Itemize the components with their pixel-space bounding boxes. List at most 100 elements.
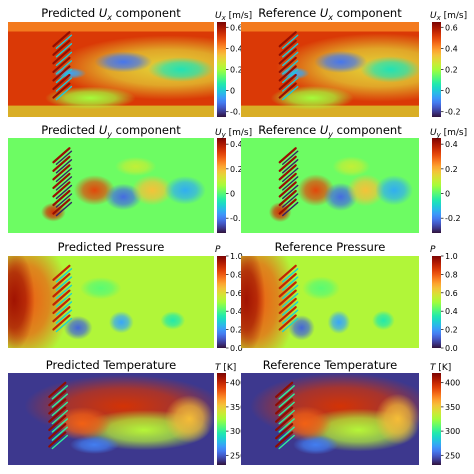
fin-shadow (55, 34, 73, 49)
colorbar-tick-label: -0.2 (445, 214, 461, 223)
fin-shadow (282, 276, 299, 291)
field-feature (327, 310, 351, 334)
field-feature (270, 85, 354, 111)
colorbar-tick-label: 400 (445, 379, 460, 388)
field-feature (372, 310, 395, 331)
fin-highlight (52, 73, 71, 91)
fin-shadow (55, 176, 73, 191)
colorbar-label: T [K] (430, 363, 451, 373)
colorbar-gradient (432, 138, 441, 233)
colorbar-label: T [K] (215, 363, 236, 373)
fin-highlight (278, 198, 297, 215)
fin-shadow (55, 68, 73, 84)
fin-highlight (48, 423, 67, 440)
colorbar-tick-label: 350 (445, 403, 460, 412)
fin-shadow (278, 401, 295, 417)
colorbar-gradient (217, 256, 226, 348)
field-feature (53, 407, 111, 441)
fin-highlight (52, 181, 71, 198)
field-feature (302, 276, 340, 300)
colorbar-tick-label: 0.6 (230, 23, 243, 32)
colorbar-tick-label: 0.2 (445, 165, 458, 174)
fin-highlight (275, 414, 294, 432)
fin-shadow (278, 385, 295, 400)
fin-highlight (278, 306, 297, 323)
fin-highlight (278, 56, 297, 74)
fin-highlight (278, 272, 297, 290)
fin-highlight (278, 39, 297, 56)
colorbar-tick-label: 250 (445, 451, 460, 460)
colorbar-tick-label: -0.2 (445, 108, 461, 117)
field-feature (360, 56, 419, 83)
panel-title: Reference Uy component (258, 123, 402, 139)
field-feature (375, 175, 413, 206)
fin-highlight (48, 431, 67, 448)
colorbar-p: 1.0 0.8 0.6 0.4 0.2 0.0 P (215, 245, 243, 353)
t-reference-field (241, 373, 419, 465)
colorbar-tick-label: 0 (445, 87, 450, 96)
panel-title: Predicted Ux component (41, 6, 181, 22)
field-feature (45, 86, 136, 110)
fin-highlight (52, 306, 71, 323)
fin-highlight (52, 39, 71, 56)
fin-shadow (55, 309, 73, 324)
fin-highlight (52, 297, 71, 315)
fin-shadow (282, 176, 299, 191)
field-band (8, 22, 214, 32)
colorbar-tick-label: 0.4 (230, 307, 243, 316)
colorbar-tick-label: 0.6 (445, 289, 458, 298)
fin-highlight (275, 381, 294, 398)
fin-shadow (278, 393, 295, 408)
fin-highlight (278, 31, 297, 48)
colorbar-gradient (432, 373, 441, 465)
fin-highlight (278, 297, 297, 315)
fin-highlight (278, 172, 297, 189)
fin-shadow (282, 268, 299, 283)
field-feature (314, 50, 368, 73)
fin-shadow (55, 301, 73, 316)
fin-highlight (52, 264, 71, 281)
field-feature (80, 277, 122, 300)
fin-highlight (52, 172, 71, 189)
colorbar-tick-label: -0.2 (230, 214, 246, 223)
colorbar-tick-label: 0 (445, 190, 450, 199)
fin-highlight (48, 414, 67, 432)
colorbar-ux: 0.6 0.4 0.2 0 -0.2 Ux [m/s] (215, 11, 252, 117)
colorbar-tick-label: 0 (230, 190, 235, 199)
colorbar-tick-label: 0.2 (230, 326, 243, 335)
field-feature (53, 67, 87, 80)
field-feature (148, 57, 214, 82)
fin-highlight (278, 73, 297, 91)
p-predicted-field (8, 256, 214, 348)
fin-shadow (51, 409, 69, 425)
fin-shadow (278, 426, 295, 441)
colorbar-tick-label: 400 (230, 379, 245, 388)
field-feature (108, 311, 134, 334)
fin-shadow (51, 385, 69, 400)
colorbar-label: Ux [m/s] (430, 11, 467, 22)
fin-shadow (55, 276, 73, 291)
fin-shadow (278, 409, 295, 425)
colorbar-t: 400 350 300 250 T [K] (430, 363, 460, 465)
fin-shadow (55, 159, 73, 174)
fin-highlight (48, 406, 67, 423)
fin-shadow (282, 167, 299, 183)
fin-shadow (282, 193, 299, 208)
ux-predicted-field (8, 22, 214, 117)
colorbar-t: 400 350 300 250 T [K] (215, 363, 245, 465)
fin-highlight (48, 398, 67, 415)
fin-highlight (52, 82, 71, 99)
fin-highlight (278, 289, 297, 306)
fin-highlight (278, 82, 297, 99)
fin-shadow (278, 434, 295, 450)
colorbar-label: Uy [m/s] (215, 128, 252, 139)
fin-shadow (55, 284, 73, 300)
colorbar-tick-label: 0.8 (445, 270, 458, 279)
fin-shadow (282, 85, 299, 101)
colorbar-tick-label: 0.2 (230, 165, 243, 174)
fin-shadow (282, 201, 299, 217)
fin-shadow (55, 85, 73, 101)
fin-highlight (52, 56, 71, 74)
field-feature (8, 256, 35, 348)
panel-title: Predicted Uy component (41, 123, 181, 139)
